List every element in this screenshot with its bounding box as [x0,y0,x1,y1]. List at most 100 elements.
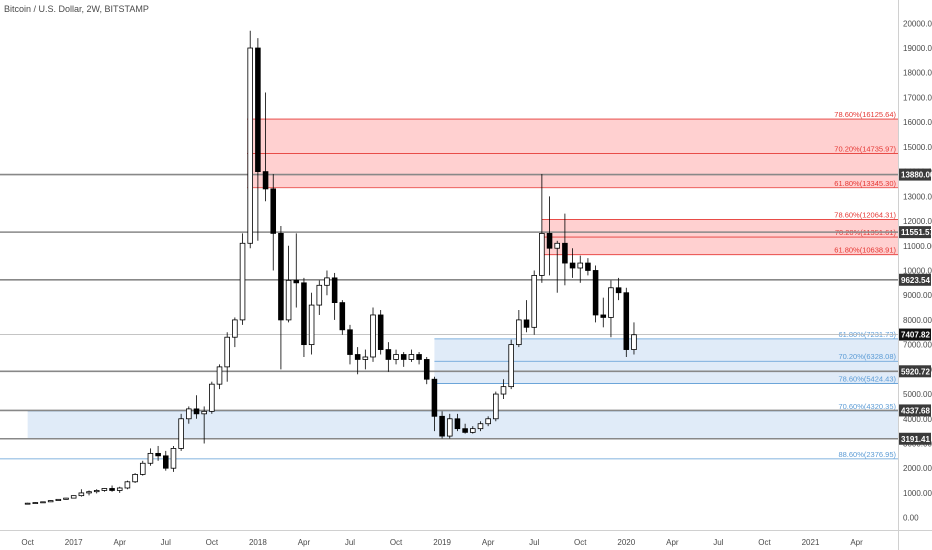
x-tick-label: Apr [666,538,679,547]
y-tick-label: 16000.00 [903,118,932,127]
candle [608,287,614,318]
candle [631,334,637,350]
x-tick-label: Jul [529,538,539,547]
candle [193,408,200,415]
candle [63,497,69,500]
candle [470,428,476,433]
candle [462,428,468,433]
candle [209,383,215,412]
level-price-tag: 11551.57 [901,228,932,237]
candle [500,386,507,395]
candle [562,242,568,264]
x-tick-label: Jul [345,538,355,547]
candle [623,292,630,350]
level-price-tag-bg [899,432,931,445]
chart-title: Bitcoin / U.S. Dollar, 2W, BITSTAMP [4,4,149,14]
candle [170,448,177,469]
candle [615,287,622,294]
y-tick-label: 4000.00 [903,415,932,424]
candle [239,242,246,321]
x-tick-label: 2017 [65,538,83,547]
x-tick-label: Jul [713,538,723,547]
candle [408,354,415,360]
candle [493,393,499,420]
x-tick-label: Apr [114,538,127,547]
y-tick-label: 18000.00 [903,69,932,78]
candle [301,282,307,346]
x-tick-label: 2021 [802,538,820,547]
level-price-tag-bg [899,365,931,378]
level-price-tag: 3191.41 [901,435,930,444]
y-tick-label: 5000.00 [903,390,932,399]
candle [347,329,353,355]
candle [516,319,522,346]
candle [32,502,39,504]
candle [101,488,108,491]
y-tick-label: 19000.00 [903,44,932,53]
x-tick-label: Apr [482,538,495,547]
fib-level-label: 61.80%(13345.30) [834,179,896,188]
candle [600,314,607,318]
candle [324,277,330,286]
y-tick-label: 13000.00 [903,192,932,201]
level-price-tag: 9623.54 [901,276,930,285]
candle [247,47,253,244]
candle [400,354,407,360]
current-price-tag: 7407.82 [901,331,930,340]
x-tick-label: Jul [161,538,171,547]
candle [78,492,85,497]
candle [523,319,530,328]
candle [86,491,92,494]
blue-fib-zone [27,410,898,439]
x-tick-label: Apr [850,538,863,547]
level-price-tag-bg [899,168,931,181]
y-tick-label: 8000.00 [903,316,932,325]
candle [178,418,184,449]
fib-level-label: 78.60%(12064.31) [834,210,896,219]
y-tick-label: 11000.00 [903,242,932,251]
candle [163,455,169,469]
candle [554,242,560,249]
fib-level-label: 88.60%(2376.95) [838,450,896,459]
candle [546,232,553,249]
y-tick-label: 12000.00 [903,217,932,226]
candle [93,490,100,493]
candle [116,487,123,491]
candle [124,481,131,489]
candle [155,452,161,457]
candle [308,304,315,346]
fib-level-label: 78.60%(5424.43) [838,375,896,384]
level-price-tag-bg [899,273,931,286]
candle [216,366,223,385]
current-price-tag-bg [899,328,931,341]
candle [47,500,54,503]
candle [339,302,346,331]
candle [362,356,369,360]
x-tick-label: Oct [21,538,34,547]
y-tick-label: 15000.00 [903,143,932,152]
candle [485,418,491,425]
candle [262,171,269,190]
x-tick-label: Oct [390,538,403,547]
candle [393,354,399,360]
fib-level-label: 70.60%(4320.35) [838,402,896,411]
candle [316,284,323,306]
y-tick-label: 1000.00 [903,489,932,498]
candle [255,47,261,173]
candle [416,354,422,360]
level-price-tag: 4337.68 [901,406,930,415]
candle [293,279,300,284]
x-tick-label: Oct [758,538,771,547]
x-tick-label: Oct [206,538,219,547]
y-tick-label: 17000.00 [903,93,932,102]
y-tick-label: 7000.00 [903,341,932,350]
candle [446,418,453,437]
candle [377,314,384,350]
candle [109,488,115,491]
fib-level-label: 78.60%(16125.64) [834,110,896,119]
candle [585,262,591,271]
candle [385,349,392,360]
x-tick-label: 2018 [249,538,267,547]
x-tick-label: Oct [574,538,587,547]
